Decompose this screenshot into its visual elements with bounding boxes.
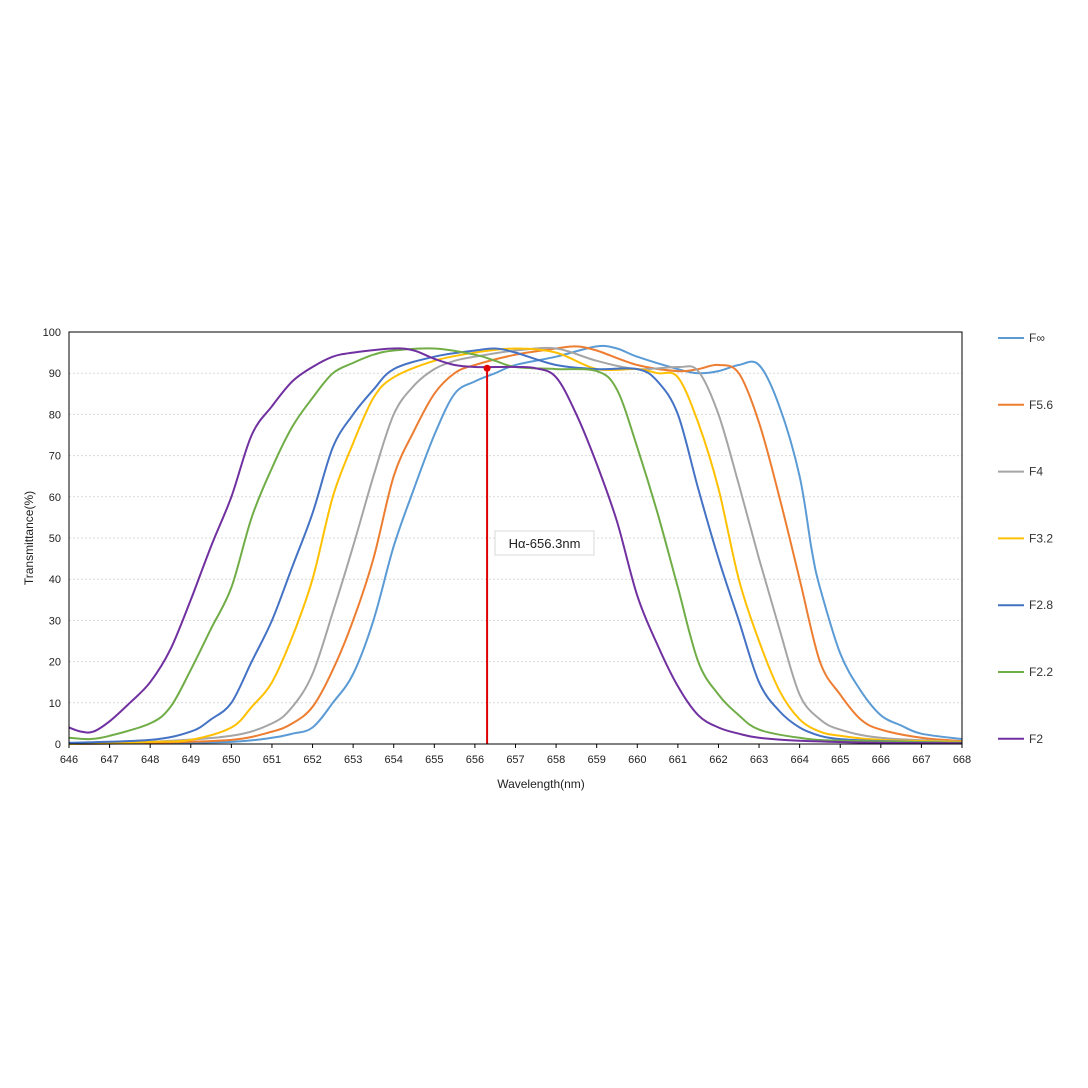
h-alpha-marker-dot (483, 364, 491, 372)
y-tick-label: 100 (43, 327, 61, 339)
legend-label: F2 (1029, 732, 1043, 746)
series-line-F3.2 (68, 347, 963, 745)
y-tick-label: 90 (49, 368, 61, 380)
x-tick-label: 665 (831, 754, 849, 766)
series-line-F2 (68, 347, 963, 745)
x-tick-label: 651 (263, 754, 281, 766)
legend-label: F5.6 (1029, 398, 1053, 412)
x-tick-label: 667 (912, 754, 930, 766)
annotation-box (494, 530, 595, 556)
legend-label: F2.8 (1029, 598, 1053, 612)
x-tick-label: 648 (141, 754, 159, 766)
x-tick-label: 662 (709, 754, 727, 766)
legend-label: F∞ (1029, 331, 1045, 345)
y-tick-label: 40 (49, 574, 61, 586)
x-tick-label: 654 (385, 754, 403, 766)
annotation-label: Hα-656.3nm (509, 536, 581, 551)
x-tick-label: 656 (466, 754, 484, 766)
series-line-F5.6 (68, 345, 963, 745)
x-tick-label: 646 (60, 754, 78, 766)
x-tick-label: 647 (100, 754, 118, 766)
x-tick-label: 658 (547, 754, 565, 766)
y-tick-label: 50 (49, 533, 61, 545)
x-tick-label: 668 (953, 754, 971, 766)
x-axis-label: Wavelength(nm) (497, 777, 585, 791)
x-tick-label: 661 (669, 754, 687, 766)
x-tick-label: 664 (790, 754, 808, 766)
x-tick-label: 657 (506, 754, 524, 766)
y-tick-label: 60 (49, 492, 61, 504)
annotation: Hα-656.3nm (483, 364, 595, 744)
y-tick-label: 70 (49, 451, 61, 463)
x-tick-label: 655 (425, 754, 443, 766)
y-axis-label: Transmittance(%) (22, 491, 36, 585)
series-line-F∞ (68, 344, 963, 745)
y-tick-label: 80 (49, 409, 61, 421)
y-tick-label: 20 (49, 657, 61, 669)
x-tick-label: 649 (182, 754, 200, 766)
x-tick-label: 653 (344, 754, 362, 766)
y-tick-label: 10 (49, 698, 61, 710)
series-line-F2.8 (68, 347, 963, 744)
x-tick-label: 650 (222, 754, 240, 766)
legend: F∞ F5.6 F4 F3.2 F2.8 F2.2 F2 (998, 331, 1053, 746)
legend-label: F2.2 (1029, 665, 1053, 679)
x-tick-labels: 646 647 648 649 650 651 652 653 654 655 656 657 658 6… (60, 744, 971, 766)
x-tick-label: 659 (588, 754, 606, 766)
legend-label: F3.2 (1029, 531, 1053, 545)
y-tick-label: 30 (49, 615, 61, 627)
y-tick-label: 0 (55, 739, 61, 751)
y-tick-labels: 0 10 20 30 40 50 60 70 80 90 100 (43, 327, 61, 751)
gridlines (69, 372, 962, 704)
x-tick-label: 652 (303, 754, 321, 766)
series-line-F4 (68, 346, 963, 745)
x-tick-label: 663 (750, 754, 768, 766)
x-tick-label: 666 (872, 754, 890, 766)
legend-label: F4 (1029, 465, 1043, 479)
x-tick-label: 660 (628, 754, 646, 766)
series-lines (68, 344, 963, 745)
series-line-F2.2 (68, 347, 963, 744)
